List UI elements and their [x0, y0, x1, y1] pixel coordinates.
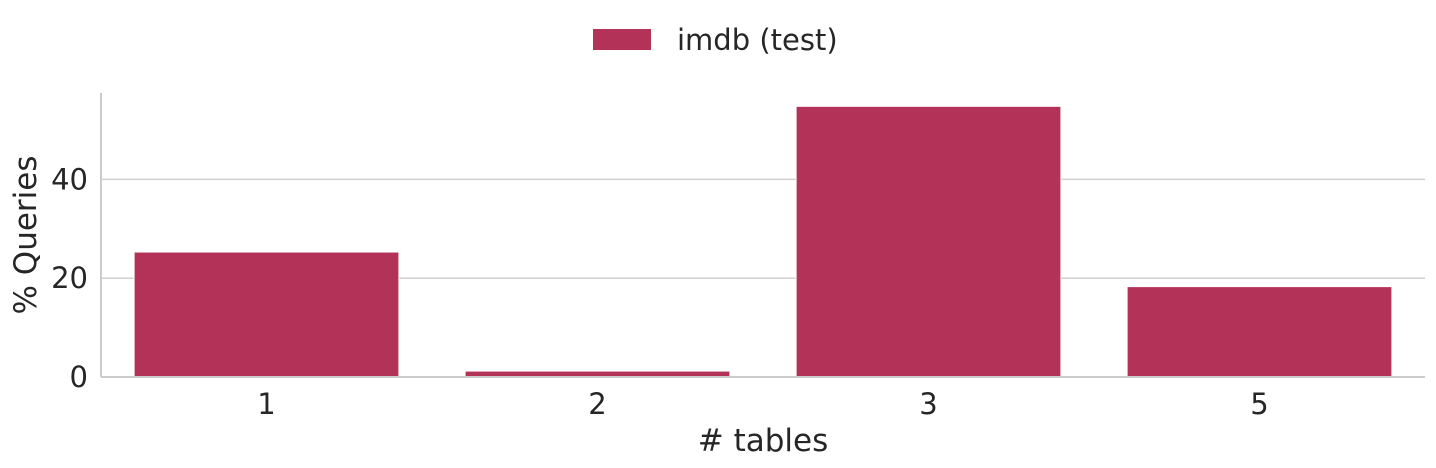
y-tick-label: 40: [51, 162, 88, 196]
y-tick-labels: 0 20 40: [51, 162, 88, 394]
y-axis-label: % Queries: [8, 155, 44, 314]
bars-group: [133, 105, 1393, 378]
bar-3: [795, 105, 1062, 378]
x-tick-label: 2: [588, 387, 606, 421]
legend-swatch-imdb-test: [593, 29, 651, 50]
legend-label: imdb (test): [677, 23, 838, 57]
x-tick-label: 3: [919, 387, 937, 421]
axis-spines: [100, 93, 1425, 378]
bar-1: [133, 251, 400, 378]
legend: imdb (test): [593, 23, 838, 57]
x-axis-label: # tables: [698, 423, 829, 459]
x-tick-label: 1: [257, 387, 275, 421]
y-tick-label: 0: [70, 360, 88, 394]
x-tick-label: 5: [1250, 387, 1268, 421]
x-tick-labels: 1 2 3 5: [257, 387, 1268, 421]
y-tick-label: 20: [51, 261, 88, 295]
bar-5: [1126, 286, 1393, 378]
